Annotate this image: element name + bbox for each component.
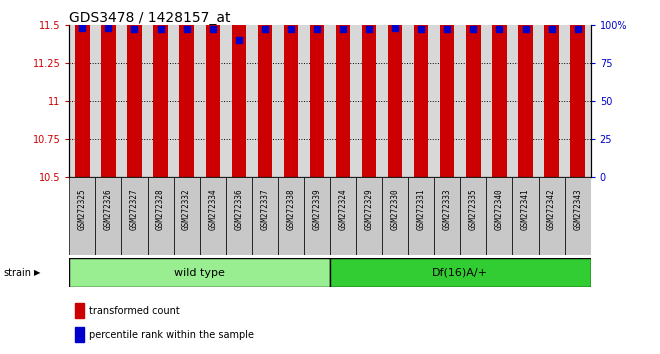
Bar bbox=[513, 177, 539, 255]
Point bbox=[77, 25, 88, 31]
Bar bbox=[544, 0, 559, 177]
Bar bbox=[75, 327, 84, 342]
Text: GSM272333: GSM272333 bbox=[443, 189, 452, 230]
Bar bbox=[257, 0, 272, 177]
Bar bbox=[101, 0, 116, 177]
Bar bbox=[440, 0, 455, 177]
Bar bbox=[180, 0, 194, 177]
Bar bbox=[174, 177, 200, 255]
Point bbox=[494, 27, 505, 32]
Bar bbox=[382, 177, 409, 255]
Bar bbox=[565, 177, 591, 255]
Bar bbox=[153, 0, 168, 177]
Bar bbox=[232, 0, 246, 177]
Bar bbox=[284, 0, 298, 177]
Bar bbox=[356, 177, 382, 255]
Bar bbox=[414, 0, 428, 177]
Bar bbox=[69, 258, 330, 287]
Text: GSM272339: GSM272339 bbox=[312, 189, 321, 230]
Bar bbox=[388, 0, 403, 177]
Bar bbox=[486, 177, 513, 255]
Bar bbox=[121, 177, 148, 255]
Bar bbox=[330, 177, 356, 255]
Text: GSM272335: GSM272335 bbox=[469, 189, 478, 230]
Text: GSM272342: GSM272342 bbox=[547, 189, 556, 230]
Bar bbox=[278, 177, 304, 255]
Point bbox=[338, 27, 348, 32]
Text: GSM272341: GSM272341 bbox=[521, 189, 530, 230]
Text: GSM272340: GSM272340 bbox=[495, 189, 504, 230]
Bar bbox=[205, 0, 220, 177]
Bar bbox=[461, 177, 486, 255]
Point bbox=[129, 27, 140, 32]
Bar bbox=[200, 177, 226, 255]
Bar bbox=[304, 177, 330, 255]
Bar bbox=[466, 0, 480, 177]
Bar bbox=[336, 0, 350, 177]
Bar bbox=[252, 177, 278, 255]
Text: GSM272343: GSM272343 bbox=[573, 189, 582, 230]
Text: wild type: wild type bbox=[174, 268, 225, 278]
Bar bbox=[409, 177, 434, 255]
Point bbox=[442, 27, 453, 32]
Point bbox=[207, 27, 218, 32]
Text: GSM272330: GSM272330 bbox=[391, 189, 400, 230]
Point bbox=[234, 37, 244, 43]
Text: GSM272329: GSM272329 bbox=[364, 189, 374, 230]
Text: GDS3478 / 1428157_at: GDS3478 / 1428157_at bbox=[69, 11, 231, 25]
Point bbox=[364, 27, 374, 32]
Bar bbox=[434, 177, 461, 255]
Text: GSM272324: GSM272324 bbox=[339, 189, 348, 230]
Text: GSM272325: GSM272325 bbox=[78, 189, 87, 230]
Point bbox=[103, 25, 114, 31]
Point bbox=[572, 27, 583, 32]
Bar bbox=[148, 177, 174, 255]
Text: GSM272328: GSM272328 bbox=[156, 189, 165, 230]
Text: GSM272334: GSM272334 bbox=[208, 189, 217, 230]
Bar bbox=[69, 177, 96, 255]
Text: GSM272331: GSM272331 bbox=[416, 189, 426, 230]
Bar bbox=[570, 0, 585, 177]
Text: GSM272326: GSM272326 bbox=[104, 189, 113, 230]
Bar bbox=[492, 0, 507, 177]
Bar bbox=[226, 177, 252, 255]
Bar bbox=[330, 258, 591, 287]
Text: strain: strain bbox=[3, 268, 31, 278]
Text: GSM272327: GSM272327 bbox=[130, 189, 139, 230]
Point bbox=[416, 27, 426, 32]
Bar bbox=[75, 303, 84, 318]
Text: GSM272338: GSM272338 bbox=[286, 189, 296, 230]
Point bbox=[259, 27, 270, 32]
Point bbox=[546, 27, 557, 32]
Text: Df(16)A/+: Df(16)A/+ bbox=[432, 268, 488, 278]
Point bbox=[286, 27, 296, 32]
Bar bbox=[96, 177, 121, 255]
Text: GSM272332: GSM272332 bbox=[182, 189, 191, 230]
Bar bbox=[310, 0, 324, 177]
Text: GSM272337: GSM272337 bbox=[260, 189, 269, 230]
Bar bbox=[127, 0, 142, 177]
Text: GSM272336: GSM272336 bbox=[234, 189, 244, 230]
Point bbox=[520, 27, 531, 32]
Bar bbox=[362, 0, 376, 177]
Bar bbox=[518, 0, 533, 177]
Point bbox=[468, 27, 478, 32]
Point bbox=[155, 27, 166, 32]
Bar bbox=[539, 177, 565, 255]
Bar bbox=[75, 0, 90, 177]
Point bbox=[312, 27, 322, 32]
Text: transformed count: transformed count bbox=[89, 306, 180, 316]
Point bbox=[390, 25, 401, 31]
Text: percentile rank within the sample: percentile rank within the sample bbox=[89, 330, 254, 339]
Text: ▶: ▶ bbox=[34, 268, 41, 277]
Point bbox=[182, 27, 192, 32]
